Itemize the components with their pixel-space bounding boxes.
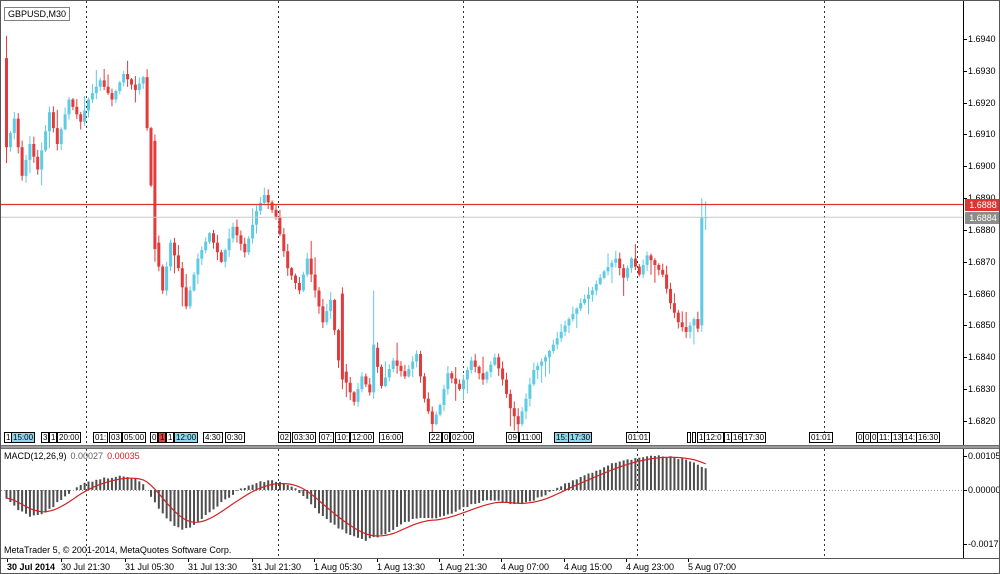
event-badge[interactable]: 15:00 <box>11 432 36 443</box>
time-axis-label: 31 Jul 05:30 <box>125 559 175 572</box>
event-badge[interactable]: 11: <box>877 432 892 443</box>
time-axis-label: 1 Aug 21:30 <box>439 559 488 572</box>
copyright-text: MetaTrader 5, © 2001-2014, MetaQuotes So… <box>4 545 232 555</box>
event-badge[interactable]: 16:00 <box>379 432 404 443</box>
time-axis-label: 30 Jul 2014 <box>7 559 56 572</box>
macd-chart[interactable] <box>1 449 963 557</box>
event-badge[interactable]: 12:00 <box>174 432 199 443</box>
macd-histogram <box>5 455 707 541</box>
time-axis[interactable]: 30 Jul 2014 30 Jul 21:30 31 Jul 05:30 31 Ju… <box>1 559 999 573</box>
event-badge[interactable] <box>687 432 691 443</box>
event-badge[interactable]: 16:30 <box>916 432 941 443</box>
price-tick: 1.6900 <box>964 161 996 171</box>
event-badge[interactable]: 0 <box>150 432 159 443</box>
time-axis-label: 31 Jul 13:30 <box>188 559 238 572</box>
price-tick: 1.6820 <box>964 416 996 426</box>
event-badge[interactable]: 01:01 <box>626 432 651 443</box>
macd-axis-max: 0.00105 <box>964 451 1000 461</box>
macd-day-separator-lines <box>86 449 825 557</box>
macd-main-value: 0.00027 <box>70 451 104 461</box>
bid-price-tag: 1.6884 <box>965 212 999 224</box>
time-axis-label: 1 Aug 05:30 <box>314 559 363 572</box>
event-badge[interactable]: 20:00 <box>57 432 82 443</box>
time-axis-label: 4 Aug 15:00 <box>564 559 613 572</box>
horizontal-price-lines[interactable] <box>1 203 963 218</box>
event-badge[interactable]: 1 <box>158 432 167 443</box>
event-badge[interactable]: 3 <box>41 432 50 443</box>
time-axis-label: 4 Aug 07:00 <box>501 559 550 572</box>
event-badge[interactable]: 15: <box>554 432 570 443</box>
event-badge[interactable] <box>692 432 696 443</box>
price-tick: 1.6910 <box>964 129 996 139</box>
macd-indicator-pane[interactable] <box>1 449 963 557</box>
event-badge-strip: 1 15:00 3 1 20:00 01: 03 05:00 0 1 1 12:00 4:30 0:30 0… <box>1 432 963 445</box>
price-chart[interactable] <box>1 1 963 445</box>
price-tick: 1.6880 <box>964 225 996 235</box>
event-badge[interactable]: 01:01 <box>809 432 834 443</box>
event-badge[interactable]: 10: <box>335 432 351 443</box>
pane-resize-separator[interactable] <box>1 445 999 449</box>
macd-axis-zero: 0.00000 <box>964 485 1000 495</box>
price-tick: 1.6860 <box>964 289 996 299</box>
price-tick: 1.6930 <box>964 66 996 76</box>
time-axis-divider <box>1 558 999 559</box>
time-axis-label: 4 Aug 23:00 <box>626 559 675 572</box>
event-badge[interactable]: 0 <box>442 432 451 443</box>
event-badge[interactable]: 03:30 <box>292 432 317 443</box>
event-badge[interactable]: 12:0 <box>704 432 724 443</box>
symbol-label: GBPUSD,M30 <box>4 7 71 21</box>
macd-signal-value: 0.00035 <box>107 451 140 461</box>
event-badge[interactable]: 01: <box>93 432 109 443</box>
event-badge[interactable]: 22 <box>429 432 442 443</box>
price-tick: 1.6920 <box>964 98 996 108</box>
candlesticks <box>5 35 708 433</box>
event-badge[interactable]: 09 <box>506 432 519 443</box>
time-axis-label: 5 Aug 07:00 <box>688 559 737 572</box>
event-badge[interactable]: 02:00 <box>450 432 475 443</box>
price-tick: 1.6840 <box>964 352 996 362</box>
macd-axis-min: -0.00176 <box>964 539 999 549</box>
hline-price-tag: 1.6888 <box>965 199 999 211</box>
macd-name: MACD(12,26,9) <box>4 451 67 461</box>
event-badge[interactable]: 11:00 <box>519 432 543 443</box>
time-axis-label: 31 Jul 21:30 <box>252 559 302 572</box>
event-badge[interactable]: 0:30 <box>225 432 245 443</box>
event-badge[interactable]: 03 <box>109 432 122 443</box>
price-tick: 1.6890 <box>964 193 996 203</box>
event-badge[interactable]: 07: <box>319 432 335 443</box>
price-tick: 1.6850 <box>964 320 996 330</box>
time-axis-label: 1 Aug 13:30 <box>377 559 426 572</box>
event-badge[interactable]: 05:00 <box>122 432 147 443</box>
price-axis[interactable]: 1.6888 1.6884 1.6940 1.6930 1.6920 1.6910 1.… <box>963 1 999 445</box>
event-badge[interactable]: 4:30 <box>203 432 223 443</box>
event-badge[interactable]: 12:00 <box>350 432 375 443</box>
event-badge[interactable]: 17:30 <box>742 432 767 443</box>
event-badge[interactable]: 17:30 <box>568 432 593 443</box>
price-tick: 1.6830 <box>964 384 996 394</box>
macd-indicator-label: MACD(12,26,9) 0.00027 0.00035 <box>4 451 140 461</box>
event-badge[interactable]: 02 <box>278 432 291 443</box>
macd-axis[interactable]: 0.00105 0.00000 -0.00176 <box>963 449 1000 558</box>
macd-signal-line <box>6 456 706 537</box>
event-badge[interactable]: 1 <box>166 432 175 443</box>
price-tick: 1.6870 <box>964 257 996 267</box>
event-badge[interactable]: 1 <box>49 432 58 443</box>
price-tick: 1.6940 <box>964 34 996 44</box>
time-axis-label: 30 Jul 21:30 <box>61 559 111 572</box>
event-badge[interactable]: 14: <box>902 432 918 443</box>
price-chart-pane[interactable]: GBPUSD,M30 <box>1 1 963 445</box>
